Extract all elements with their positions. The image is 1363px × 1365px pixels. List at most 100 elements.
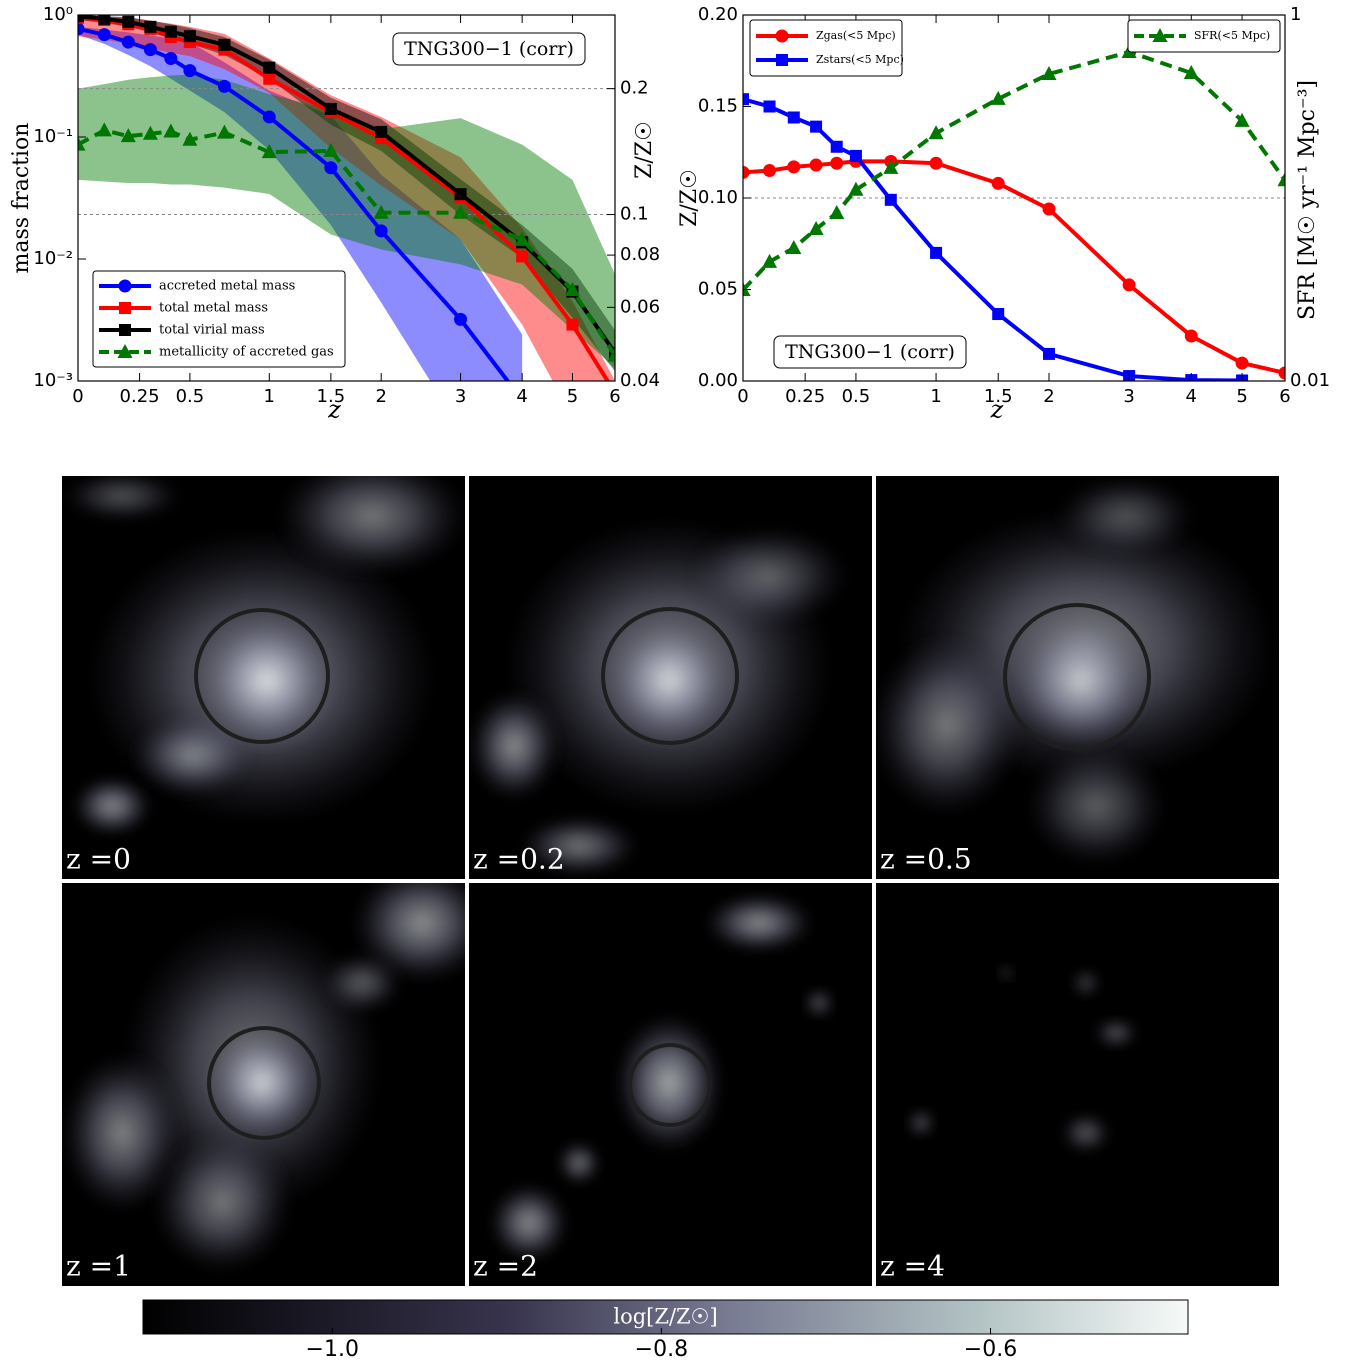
marker bbox=[830, 156, 844, 170]
marker bbox=[514, 231, 530, 246]
legend-label: metallicity of accreted gas bbox=[159, 345, 334, 360]
marker bbox=[1184, 329, 1198, 343]
marker bbox=[743, 93, 749, 106]
marker bbox=[121, 35, 135, 49]
band bbox=[78, 74, 615, 368]
panel-label: z =2 bbox=[473, 1250, 538, 1283]
colorbar-tick-label: −1.0 bbox=[306, 1337, 359, 1362]
x-tick-label: 0.5 bbox=[176, 386, 205, 407]
legend-marker bbox=[118, 279, 132, 293]
legend-label: SFR(<5 Mpc) bbox=[1194, 29, 1270, 42]
marker bbox=[163, 123, 179, 138]
y2-tick-label: 0.01 bbox=[1290, 370, 1330, 391]
marker bbox=[809, 158, 823, 172]
y-tick-label: 0.00 bbox=[698, 370, 738, 391]
panel-label: z =0.2 bbox=[473, 843, 565, 876]
x-tick-label: 0 bbox=[72, 386, 83, 407]
marker bbox=[516, 250, 529, 263]
marker bbox=[182, 131, 198, 146]
marker bbox=[217, 79, 231, 93]
virial-radius bbox=[194, 608, 330, 744]
marker bbox=[929, 156, 943, 170]
band bbox=[78, 16, 615, 381]
marker bbox=[786, 240, 802, 255]
marker bbox=[762, 253, 778, 268]
gas-structure bbox=[152, 1133, 292, 1273]
y2-tick-label: 0.04 bbox=[620, 370, 660, 391]
gas-structure bbox=[804, 988, 834, 1018]
gas-structure bbox=[1061, 1113, 1111, 1153]
gas-structure bbox=[72, 776, 152, 836]
gas-structure bbox=[1026, 746, 1166, 866]
image-panel: z =0.2 bbox=[469, 476, 872, 879]
x-tick-label: 1.5 bbox=[317, 386, 346, 407]
image-panel: z =0.5 bbox=[876, 476, 1279, 879]
gas-structure bbox=[1071, 968, 1101, 998]
marker bbox=[142, 125, 158, 140]
x-tick-label: 5 bbox=[1236, 386, 1247, 407]
x-tick-label: 0.25 bbox=[785, 386, 825, 407]
y-tick-label: 10⁻¹ bbox=[33, 126, 73, 147]
marker bbox=[1183, 65, 1199, 80]
gas-structure bbox=[207, 1028, 317, 1138]
legend-marker bbox=[1152, 28, 1168, 42]
legend-marker bbox=[117, 344, 133, 358]
x-tick-label: 3 bbox=[455, 386, 466, 407]
y-axis-label: mass fraction bbox=[9, 123, 34, 274]
x-tick-label: 6 bbox=[1279, 386, 1290, 407]
x-tick-label: 4 bbox=[1186, 386, 1197, 407]
colorbar-label: log[Z/Z☉] bbox=[613, 1305, 717, 1329]
marker bbox=[990, 90, 1006, 105]
legend-label: Zstars(<5 Mpc) bbox=[816, 53, 904, 66]
y2-axis-label: SFR [M☉ yr⁻¹ Mpc⁻³] bbox=[1295, 80, 1320, 320]
y2-tick-label: 0.1 bbox=[620, 204, 649, 225]
marker bbox=[323, 142, 339, 157]
image-panel: z =0 bbox=[62, 476, 465, 879]
marker bbox=[96, 122, 112, 137]
marker bbox=[1042, 347, 1055, 360]
legend-label: Zgas(<5 Mpc) bbox=[816, 29, 896, 42]
y2-tick-label: 0.2 bbox=[620, 78, 649, 99]
virial-radius bbox=[628, 1043, 712, 1127]
marker bbox=[566, 318, 579, 331]
x-tick-label: 2 bbox=[375, 386, 386, 407]
marker bbox=[98, 15, 111, 25]
gas-structure bbox=[704, 893, 814, 953]
colorbar-tick-label: −0.8 bbox=[635, 1337, 688, 1362]
annotation: TNG300−1 (corr) bbox=[785, 341, 955, 363]
marker bbox=[884, 193, 897, 206]
gas-structure bbox=[1094, 1018, 1138, 1048]
marker bbox=[1235, 356, 1249, 370]
annotation-box bbox=[773, 335, 967, 369]
legend-label: accreted metal mass bbox=[159, 279, 295, 294]
marker bbox=[454, 188, 467, 201]
legend-marker bbox=[119, 302, 131, 314]
marker bbox=[1122, 278, 1136, 292]
y-tick-label: 0.20 bbox=[698, 4, 738, 25]
marker bbox=[261, 144, 277, 159]
panel-label: z =1 bbox=[66, 1250, 131, 1283]
y-tick-label: 10⁻³ bbox=[33, 370, 73, 391]
legend-box bbox=[1127, 19, 1281, 53]
legend-label: total metal mass bbox=[159, 301, 268, 316]
marker bbox=[810, 120, 823, 133]
gas-structure bbox=[197, 611, 337, 751]
marker bbox=[97, 28, 111, 42]
x-tick-label: 5 bbox=[567, 386, 578, 407]
gas-structure bbox=[277, 476, 465, 576]
y2-tick-label: 0.06 bbox=[620, 296, 660, 317]
plot-area bbox=[743, 43, 1285, 381]
y-tick-label: 0.05 bbox=[698, 279, 738, 300]
y2-axis-label: Z/Z☉ bbox=[632, 121, 657, 179]
legend-box bbox=[92, 270, 346, 368]
marker bbox=[454, 312, 468, 326]
gas-structure bbox=[1011, 611, 1151, 751]
marker bbox=[787, 111, 800, 124]
y-tick-label: 0.15 bbox=[698, 96, 738, 117]
series-line bbox=[743, 49, 1285, 292]
marker bbox=[787, 160, 801, 174]
panel-label: z =4 bbox=[880, 1250, 945, 1283]
marker bbox=[453, 204, 469, 219]
colorbar bbox=[142, 1299, 1189, 1335]
marker bbox=[1277, 172, 1285, 187]
